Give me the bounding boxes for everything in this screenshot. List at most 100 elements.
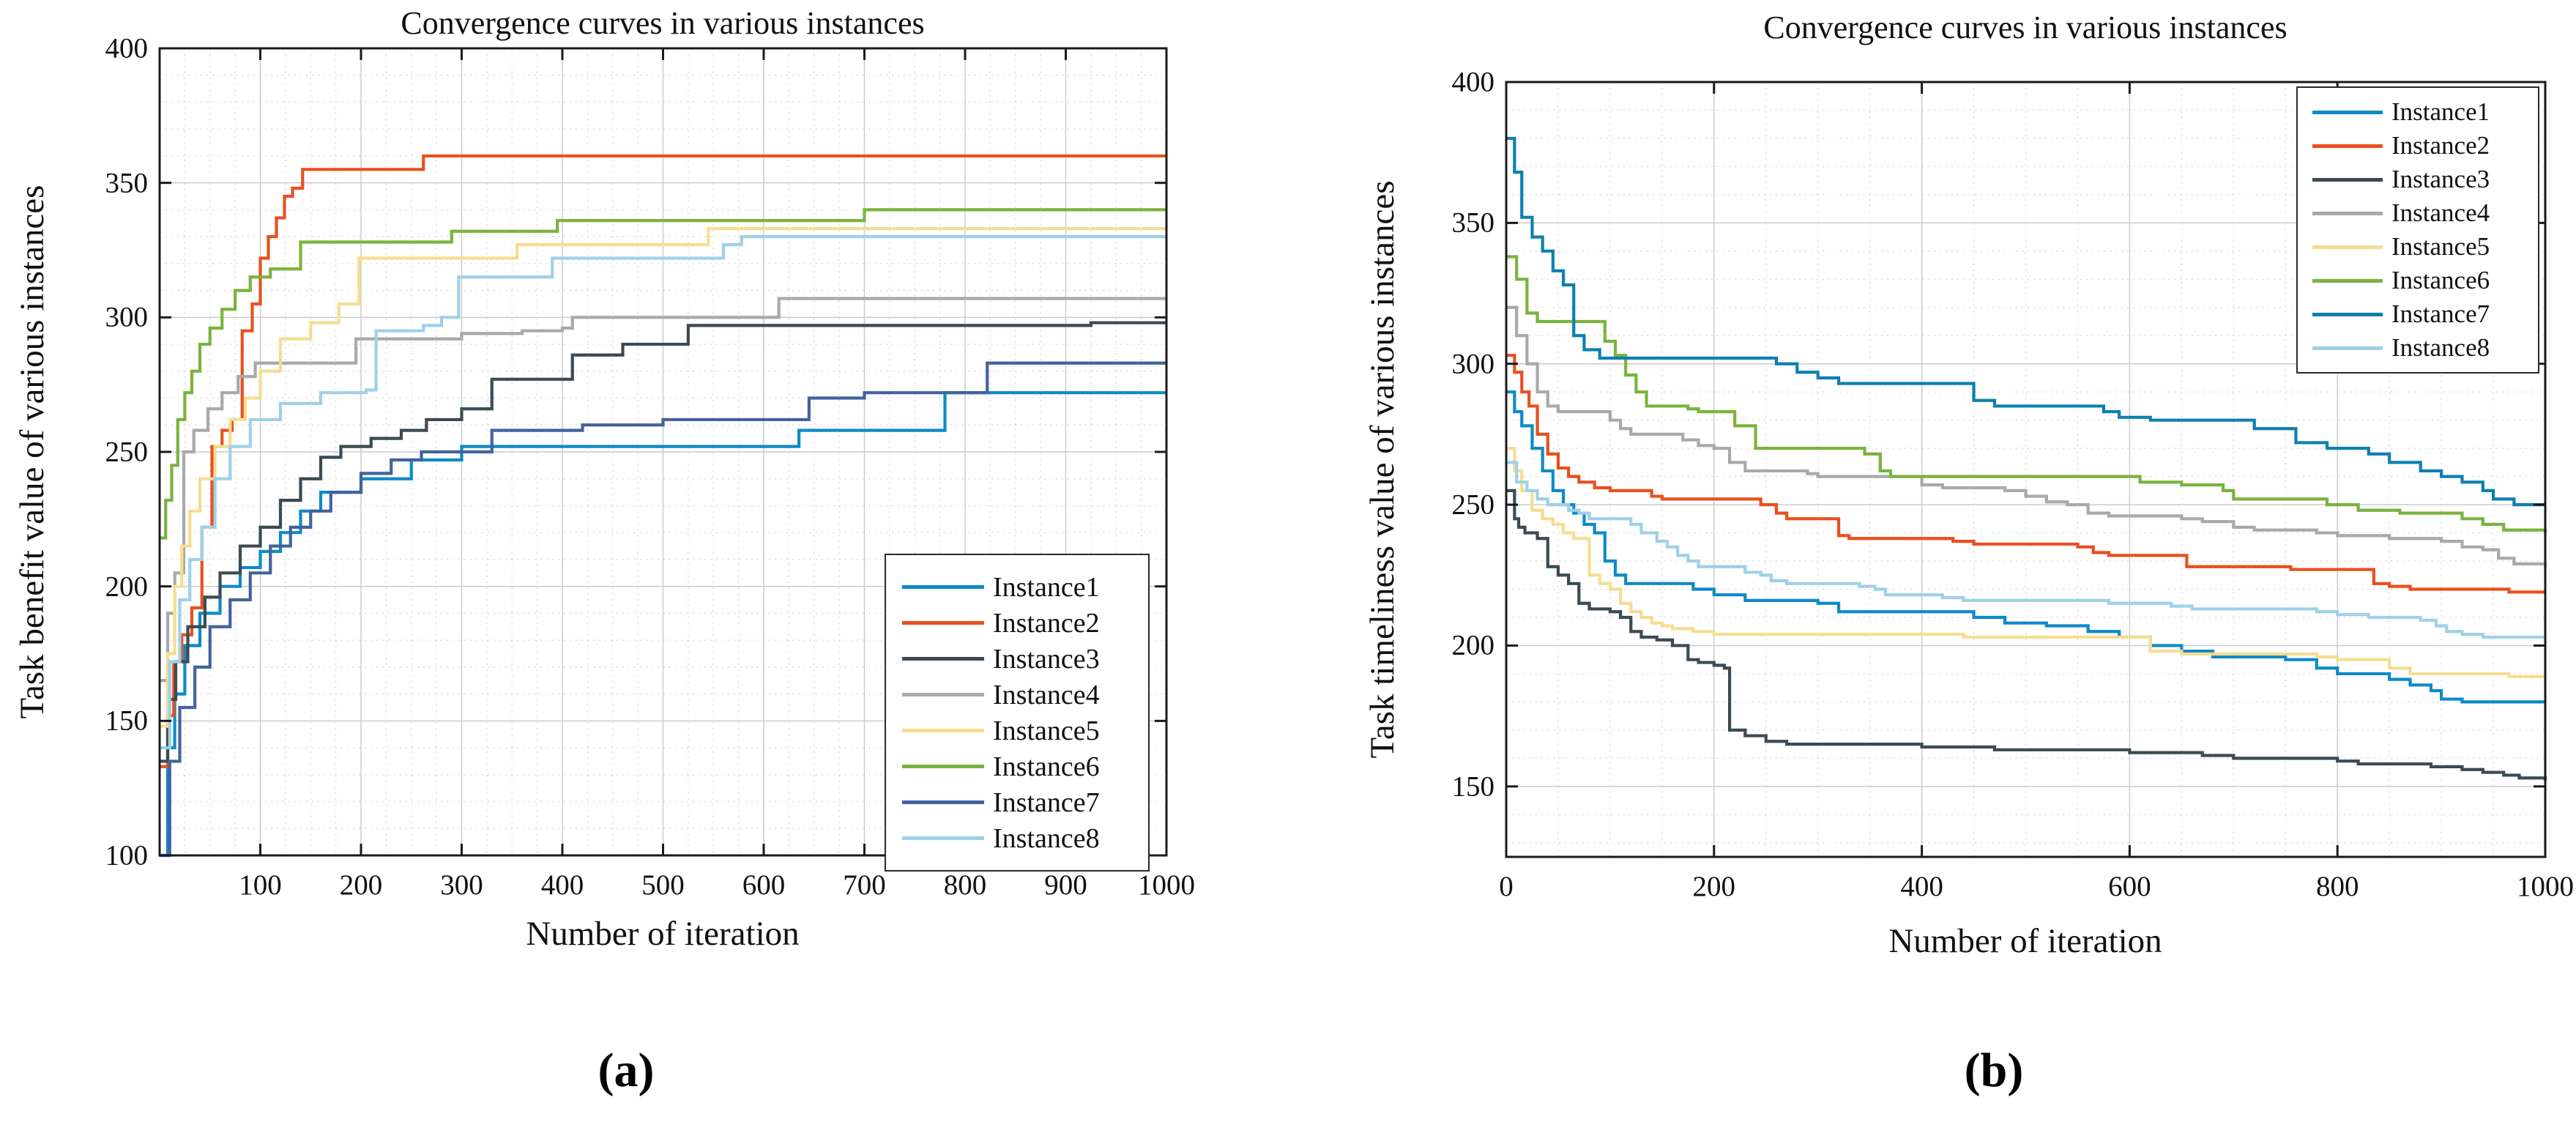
x-tick-label-200: 200 (339, 869, 383, 901)
y-tick-label-150: 150 (105, 705, 149, 737)
y-tick-label-300: 300 (1451, 348, 1495, 380)
series-line-instance2 (1506, 354, 2545, 594)
legend-label: Instance8 (993, 822, 1100, 854)
x-tick-label-1000: 1000 (1138, 869, 1195, 901)
x-tick-label-800: 800 (943, 869, 987, 901)
chart-a-title: Convergence curves in various instances (401, 5, 925, 41)
legend-line-swatch (2312, 312, 2383, 316)
x-tick-label-600: 600 (742, 869, 786, 901)
x-tick-label-400: 400 (1900, 871, 1943, 902)
legend-line-swatch (902, 800, 984, 804)
y-tick-label-400: 400 (1451, 66, 1495, 98)
series-line-instance7 (160, 361, 1166, 858)
legend-label: Instance4 (993, 679, 1100, 710)
series-line-instance3 (160, 321, 1166, 763)
series-line-instance6 (160, 208, 1166, 540)
y-tick-label-400: 400 (105, 32, 149, 64)
legend-label: Instance2 (2391, 131, 2490, 160)
chart-b-title: Convergence curves in various instances (1763, 10, 2287, 45)
legend-item-instance3: Instance3 (902, 641, 1148, 677)
chart-a-x-axis-label: Number of iteration (526, 915, 800, 953)
tick-marks (160, 47, 1168, 857)
legend-line-swatch (2312, 177, 2383, 182)
legend-line-swatch (2312, 211, 2383, 215)
legend-line-swatch (902, 585, 984, 589)
legend-label: Instance1 (2391, 97, 2490, 126)
y-tick-label-300: 300 (105, 301, 149, 333)
legend-item-instance1: Instance1 (902, 569, 1148, 605)
legend-label: Instance5 (993, 715, 1100, 746)
series-line-instance3 (1506, 488, 2547, 781)
series-line-instance2 (160, 154, 1166, 768)
y-tick-label-150: 150 (1451, 770, 1495, 803)
series-line-instance8 (1506, 461, 2545, 639)
series-line-instance7 (1506, 136, 2545, 507)
legend-line-swatch (2312, 144, 2383, 148)
legend-line-swatch (2312, 346, 2383, 350)
chart-b-plot-area (1505, 81, 2547, 858)
plot-box-spine (1505, 81, 2547, 858)
legend-line-swatch (2312, 245, 2383, 249)
legend-item-instance6: Instance6 (2312, 264, 2538, 297)
series-line-instance5 (1506, 447, 2545, 678)
legend-line-swatch (902, 621, 984, 625)
legend-item-instance7: Instance7 (902, 784, 1148, 820)
legend-line-swatch (902, 765, 984, 768)
y-tick-label-200: 200 (1451, 629, 1495, 661)
legend-item-instance1: Instance1 (2312, 95, 2538, 129)
series-line-instance4 (1506, 305, 2547, 567)
legend-item-instance2: Instance2 (902, 605, 1148, 641)
legend-label: Instance4 (2391, 198, 2490, 227)
legend-line-swatch (2312, 278, 2383, 283)
legend-label: Instance7 (2391, 300, 2490, 328)
x-tick-label-400: 400 (540, 869, 584, 901)
legend-item-instance8: Instance8 (2312, 331, 2538, 365)
legend-label: Instance3 (2391, 165, 2490, 193)
legend-label: Instance1 (993, 571, 1100, 603)
legend-item-instance7: Instance7 (2312, 297, 2538, 331)
x-tick-label-300: 300 (440, 869, 483, 901)
legend-label: Instance6 (2391, 266, 2490, 294)
legend-line-swatch (902, 836, 984, 840)
legend-item-instance3: Instance3 (2312, 163, 2538, 196)
legend-line-swatch (2312, 110, 2383, 114)
x-tick-label-100: 100 (239, 869, 282, 901)
legend-label: Instance3 (993, 643, 1100, 675)
y-tick-label-250: 250 (1451, 488, 1495, 521)
x-tick-label-500: 500 (641, 869, 685, 901)
y-tick-label-350: 350 (105, 167, 149, 199)
series-line-instance1 (1506, 390, 2545, 704)
series-line-instance4 (160, 297, 1166, 683)
chart-b-x-axis-label: Number of iteration (1888, 922, 2162, 960)
x-tick-label-200: 200 (1692, 871, 1736, 902)
legend-item-instance6: Instance6 (902, 748, 1148, 784)
caption-b: (b) (1964, 1044, 2024, 1097)
x-tick-label-800: 800 (2315, 871, 2359, 902)
y-tick-label-200: 200 (105, 571, 149, 603)
series-line-instance5 (160, 227, 1166, 728)
series-line-instance6 (1506, 255, 2547, 533)
legend-item-instance5: Instance5 (2312, 230, 2538, 264)
y-tick-label-350: 350 (1451, 207, 1495, 239)
x-tick-label-700: 700 (843, 869, 886, 901)
caption-a: (a) (598, 1044, 655, 1097)
legend-label: Instance6 (993, 751, 1100, 782)
legend-line-swatch (902, 729, 984, 732)
legend-label: Instance8 (2391, 333, 2490, 362)
legend-label: Instance2 (993, 607, 1100, 639)
x-tick-label-0: 0 (1499, 871, 1514, 902)
legend-label: Instance5 (2391, 232, 2490, 261)
x-tick-label-1000: 1000 (2517, 871, 2574, 902)
legend-label: Instance7 (993, 787, 1100, 818)
x-tick-label-900: 900 (1044, 869, 1087, 901)
legend-line-swatch (902, 693, 984, 696)
x-tick-label-600: 600 (2108, 871, 2151, 902)
legend-item-instance4: Instance4 (2312, 196, 2538, 230)
chart-a-legend: Instance1 Instance2 Instance3 Instance4 Inst… (885, 554, 1150, 872)
legend-item-instance2: Instance2 (2312, 129, 2538, 163)
series-line-instance8 (160, 235, 1166, 750)
chart-b-legend: Instance1 Instance2 Instance3 Instance4 Inst… (2296, 86, 2539, 374)
legend-item-instance5: Instance5 (902, 713, 1148, 748)
y-tick-label-250: 250 (105, 436, 149, 468)
